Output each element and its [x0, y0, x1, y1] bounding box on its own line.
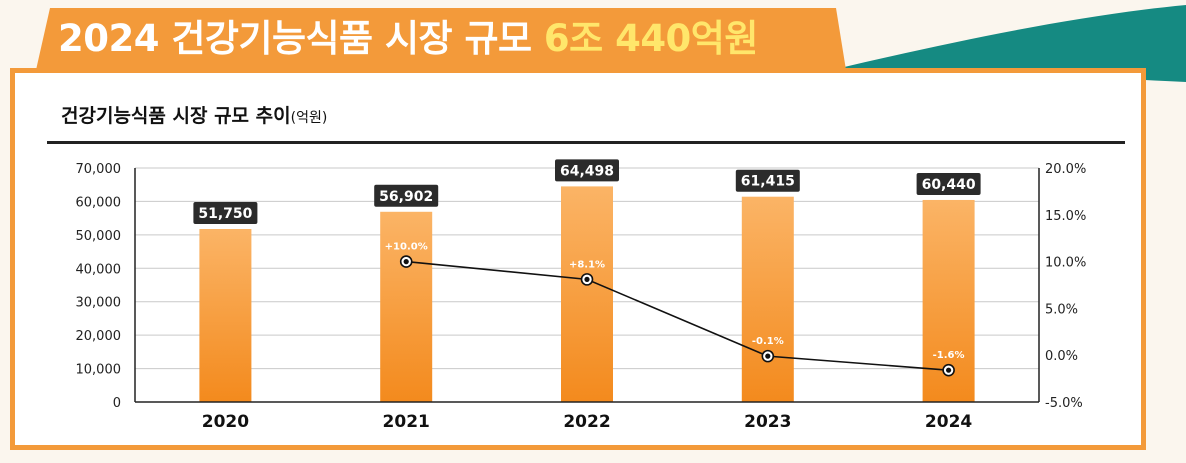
y-tick-label: 50,000: [76, 229, 122, 244]
bar-value-label-box: [735, 169, 800, 192]
chart-svg: 0 10,000 20,000 30,000 40,000 50,000 60,000 70,…: [76, 159, 1086, 432]
growth-point-center: [584, 276, 590, 282]
page-title: 2024 건강기능식품 시장 규모 6조 440억원: [58, 14, 758, 64]
x-tick-label: 2021: [383, 412, 430, 432]
growth-label: +8.1%: [569, 259, 605, 270]
bar-value-label: 64,498: [560, 163, 614, 179]
chart-heading-text: 건강기능식품 시장 규모 추이: [61, 105, 291, 127]
bar-value-label-box: [193, 202, 258, 225]
chart-heading-unit: (억원): [290, 110, 328, 126]
chart-heading: 건강기능식품 시장 규모 추이(억원): [61, 101, 327, 128]
bar-value-label: 51,750: [198, 206, 252, 222]
growth-label: -0.1%: [752, 336, 784, 347]
bar-value-label-box: [374, 184, 439, 207]
chart-card: 건강기능식품 시장 규모 추이(억원) 0 10,000 20,000 30,000 4…: [10, 68, 1146, 450]
bar-value-label: 60,440: [922, 177, 976, 193]
y-tick-label: 40,000: [76, 262, 122, 277]
y2-tick-label: 15.0%: [1045, 209, 1086, 224]
growth-label: -1.6%: [933, 350, 965, 361]
x-tick-label: 2024: [925, 412, 972, 432]
bar: [199, 229, 252, 402]
title-prefix: 2024 건강기능식품 시장 규모: [58, 17, 544, 60]
y-tick-label: 70,000: [76, 162, 122, 177]
growth-label: +10.0%: [385, 242, 428, 253]
bar-value-label: 61,415: [741, 174, 795, 190]
y-tick-label: 20,000: [76, 329, 122, 344]
y2-tick-label: -5.0%: [1045, 396, 1083, 411]
x-tick-label: 2023: [744, 412, 791, 432]
x-tick-label: 2022: [563, 412, 610, 432]
bar: [741, 196, 794, 402]
y2-tick-label: 5.0%: [1045, 302, 1078, 317]
teal-swoosh-decoration: [840, 5, 1186, 82]
bar-value-label-box: [916, 172, 981, 195]
growth-point-center: [946, 367, 952, 373]
growth-point-center: [403, 259, 409, 265]
y2-tick-label: 0.0%: [1045, 349, 1078, 364]
y2-tick-label: 10.0%: [1045, 256, 1086, 271]
y-tick-label: 10,000: [76, 363, 122, 378]
y-tick-label: 60,000: [76, 195, 122, 210]
title-banner: [36, 8, 846, 70]
y-tick-label: 0: [113, 396, 121, 411]
title-highlight: 6조 440억원: [543, 17, 758, 60]
growth-line: [406, 260, 949, 371]
y2-tick-label: 20.0%: [1045, 162, 1086, 177]
heading-divider: [47, 141, 1125, 144]
bar-value-label-box: [555, 159, 619, 182]
bar: [380, 211, 433, 402]
bar: [561, 186, 613, 402]
x-tick-label: 2020: [202, 412, 249, 432]
growth-point-center: [765, 353, 771, 359]
bar-value-label: 56,902: [379, 189, 433, 205]
y-tick-label: 30,000: [76, 296, 122, 311]
